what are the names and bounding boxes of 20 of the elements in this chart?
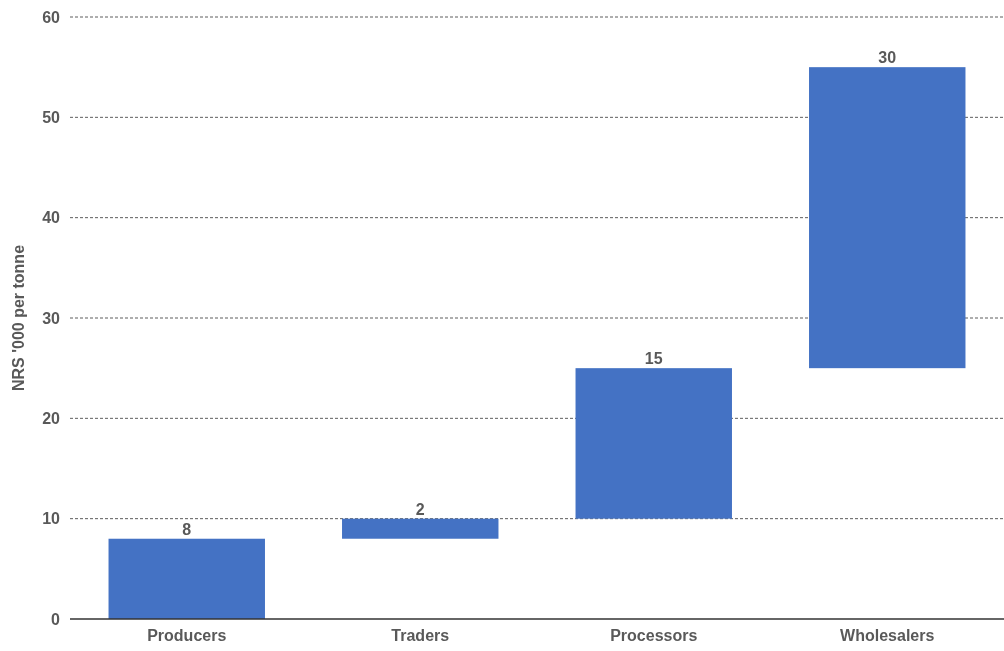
- y-tick-label: 30: [42, 309, 61, 327]
- bar: [342, 518, 499, 539]
- data-label: 30: [878, 49, 897, 67]
- y-axis-title: NRS '000 per tonne: [10, 244, 27, 392]
- data-label: 8: [182, 520, 192, 538]
- data-label: 2: [415, 500, 425, 518]
- y-tick-label: 40: [42, 209, 61, 227]
- x-tick-label: Wholesalers: [840, 627, 935, 644]
- y-tick-label: 10: [42, 510, 61, 528]
- y-tick-label: 0: [51, 610, 61, 628]
- x-tick-label: Traders: [391, 627, 450, 644]
- bar: [575, 368, 732, 519]
- data-label: 15: [644, 350, 663, 368]
- y-tick-label: 60: [42, 8, 61, 26]
- y-tick-label: 20: [42, 409, 61, 427]
- y-tick-label: 50: [42, 108, 61, 126]
- bar: [809, 67, 966, 369]
- x-tick-label: Processors: [610, 627, 698, 644]
- x-tick-label: Producers: [147, 627, 227, 644]
- bar: [108, 538, 265, 619]
